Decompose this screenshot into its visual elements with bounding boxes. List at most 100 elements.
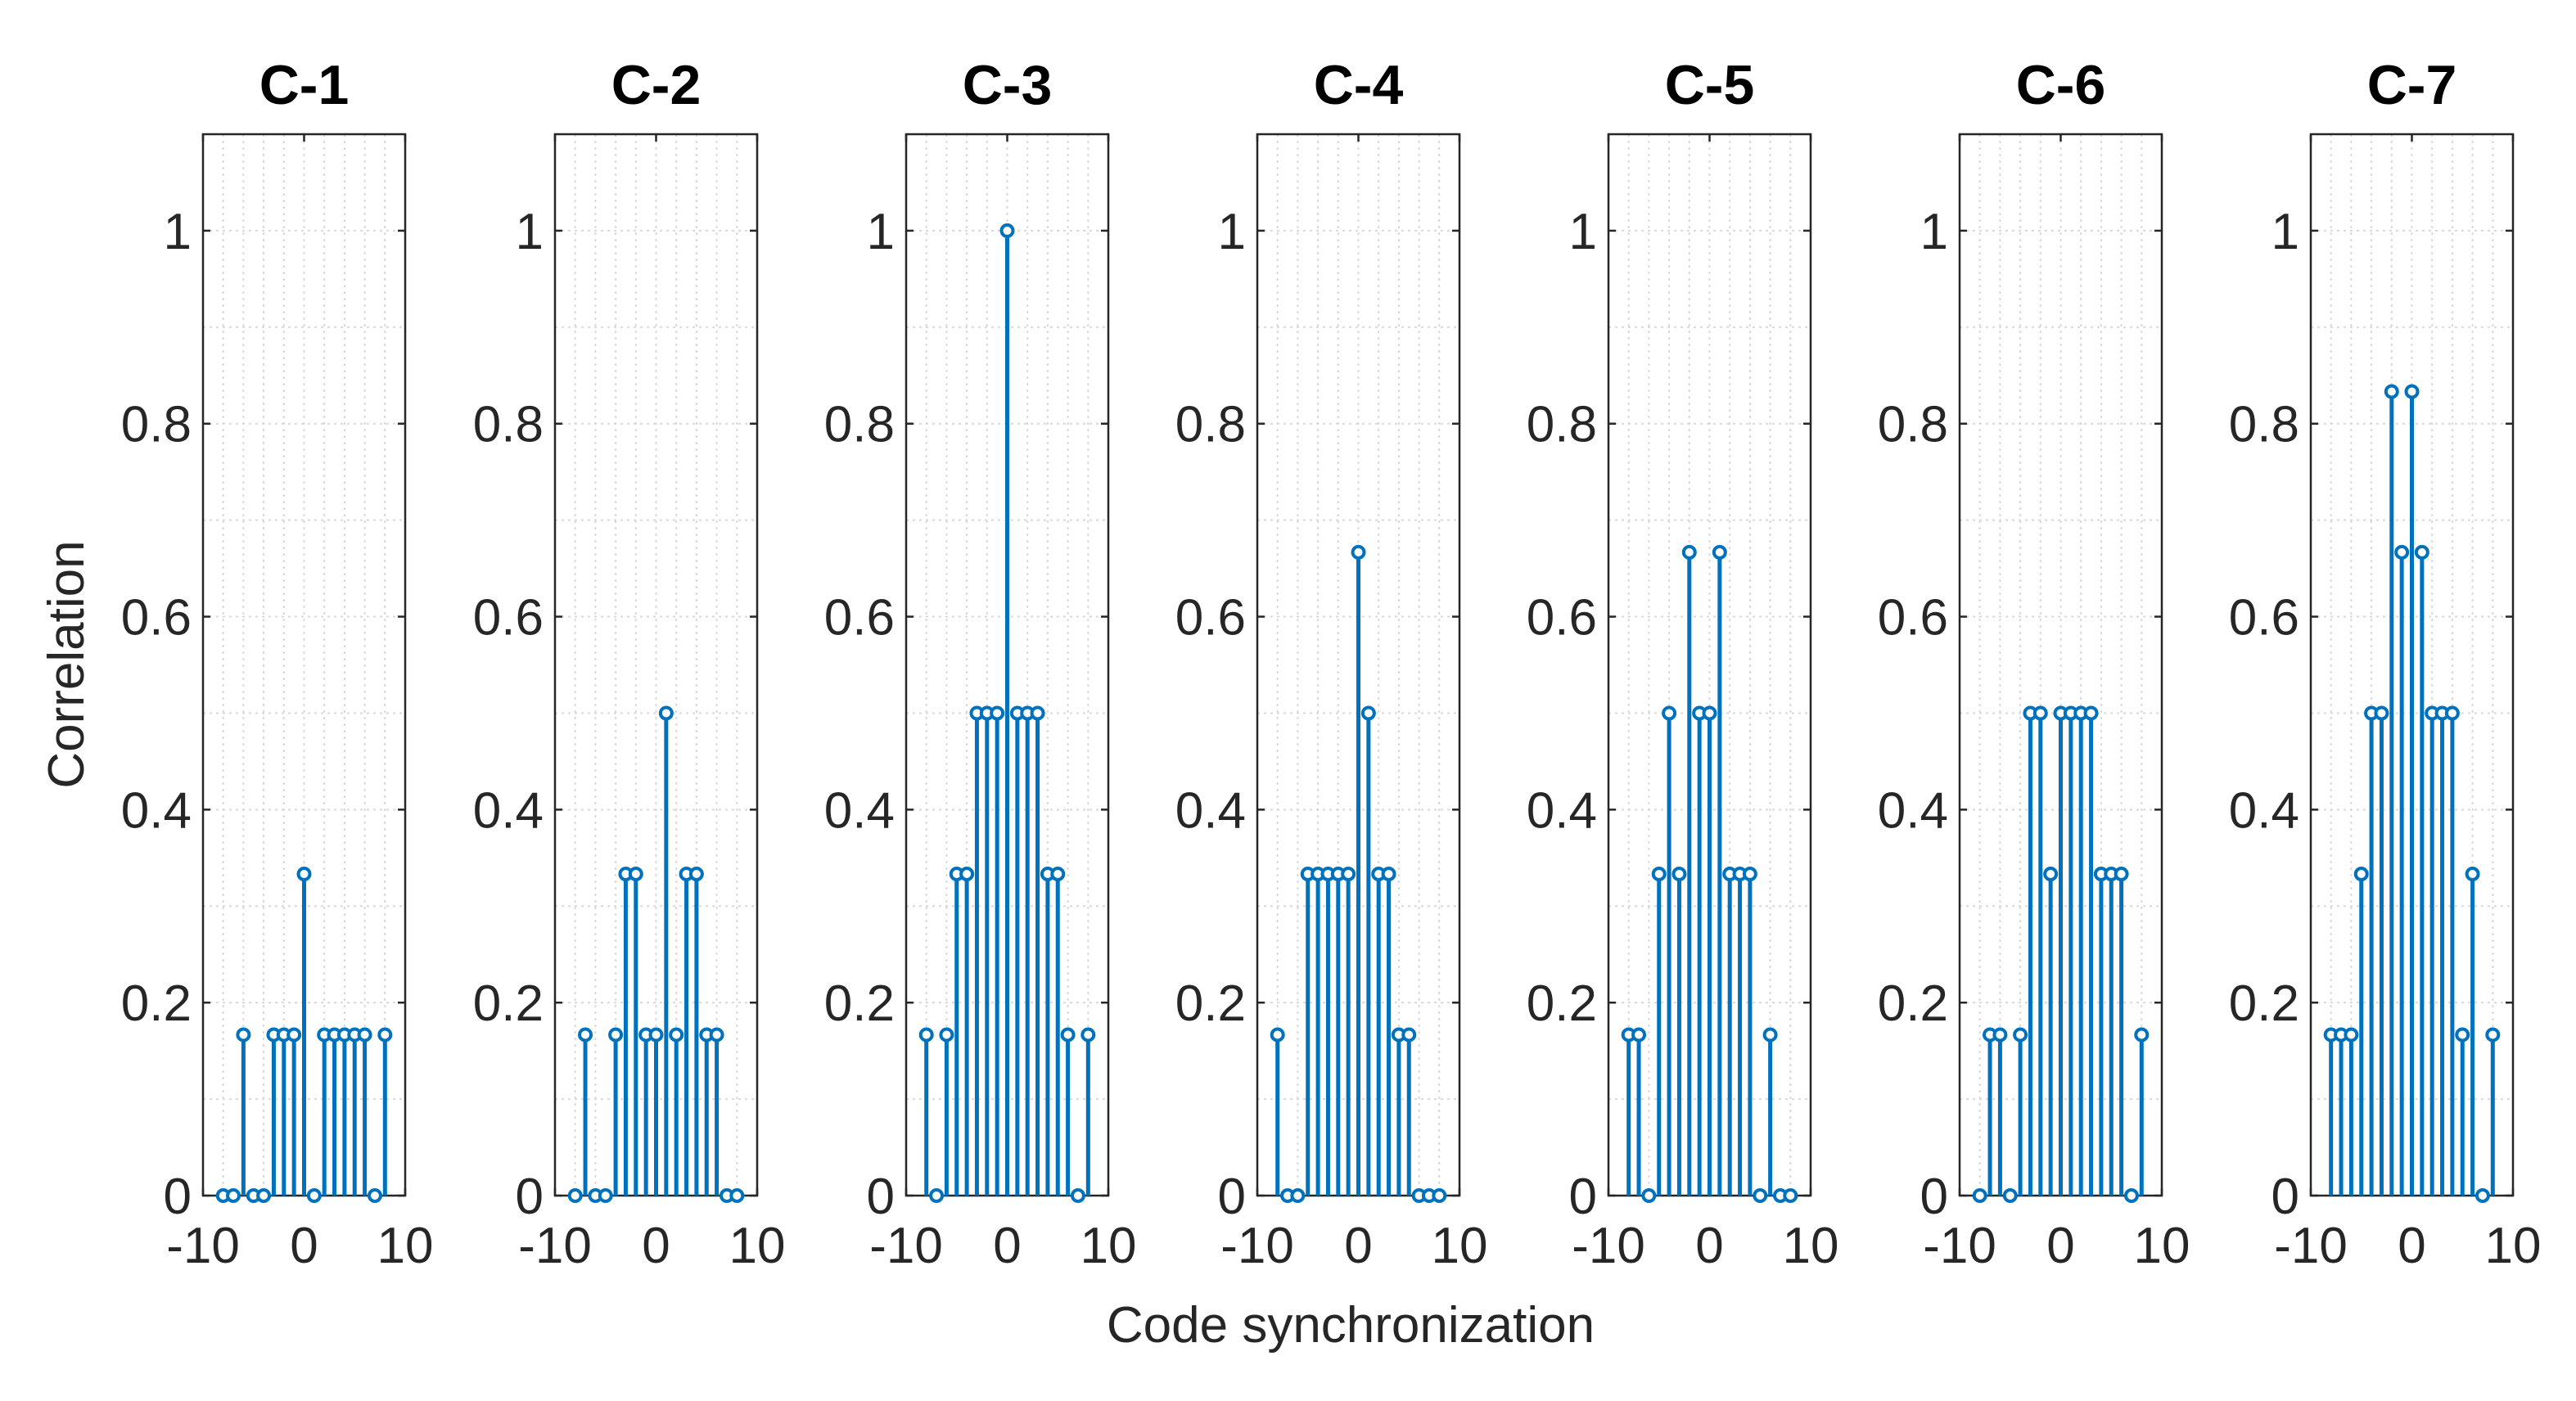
y-tick-label: 0.2 [1878,975,1948,1032]
x-tick-label: 0 [1695,1218,1723,1274]
stem-marker [1641,1188,1657,1203]
stem-marker [567,1188,583,1203]
panel-title: C-6 [2016,54,2106,116]
chart-panels: 00.20.40.60.81-10 0 10C-100.20.40.60.81-10… [121,54,2542,1274]
stem-marker [2455,1027,2470,1043]
y-tick-label: 0.6 [473,590,544,646]
panel-title: C-4 [1314,54,1404,116]
stem-marker [669,1027,684,1043]
y-tick-label: 0.8 [1527,397,1597,453]
x-tick-label: -10 [1923,1218,1996,1274]
stem-marker [1050,867,1066,882]
chart-panel-4: 00.20.40.60.81-10 0 10C-4 [1175,54,1488,1274]
stem-marker [918,1027,934,1043]
y-tick-label: 0.6 [121,590,192,646]
x-tick-label: 10 [1080,1218,1137,1274]
stem-marker [648,1027,664,1043]
stem-marker [1341,867,1356,882]
panel-title: C-2 [611,54,702,116]
stem-marker [256,1188,272,1203]
x-tick-label: 10 [1783,1218,1839,1274]
x-tick-label: 0 [290,1218,318,1274]
x-tick-label: 10 [729,1218,786,1274]
stem-marker [999,223,1015,238]
x-tick-label: -10 [518,1218,592,1274]
stem-marker [1972,1188,1987,1203]
y-tick-label: 1 [867,204,895,260]
stem-marker [709,1027,724,1043]
stem-marker [1432,1188,1447,1203]
y-tick-label: 0.2 [473,975,544,1032]
stem-marker [2114,867,2129,882]
y-tick-label: 0.4 [473,782,544,839]
panel-title: C-1 [259,54,350,116]
stem-marker [959,867,975,882]
stem-marker [2444,705,2460,721]
stem-marker [2485,1027,2501,1043]
y-tick-label: 0.8 [2229,397,2299,453]
x-tick-label: 0 [2398,1218,2425,1274]
chart-panel-1: 00.20.40.60.81-10 0 10C-1 [121,54,434,1274]
stem-marker [1753,1188,1768,1203]
x-tick-label: -10 [166,1218,240,1274]
stem-marker [1070,1188,1085,1203]
x-tick-label: -10 [1572,1218,1645,1274]
stem-marker [286,1027,302,1043]
stem-marker [1381,867,1396,882]
stem-marker [2465,867,2480,882]
x-tick-label: 10 [2134,1218,2190,1274]
x-axis-label: Code synchronization [1107,1297,1595,1354]
stem-marker [2414,544,2429,560]
y-tick-label: 0.8 [1175,397,1246,453]
x-tick-label: 0 [642,1218,670,1274]
stem-marker [729,1188,745,1203]
stem-marker [990,705,1005,721]
y-tick-label: 1 [1920,204,1948,260]
y-tick-label: 0.6 [1878,590,1948,646]
stem-marker [2404,384,2420,399]
chart-panel-3: 00.20.40.60.81-10 0 10C-3 [824,54,1137,1274]
stem-marker [929,1188,945,1203]
y-tick-label: 0.2 [2229,975,2299,1032]
stem-marker [1992,1027,2008,1043]
stem-marker [377,1027,393,1043]
stem-marker [1631,1027,1647,1043]
x-tick-label: -10 [869,1218,943,1274]
y-tick-label: 0.8 [1878,397,1948,453]
y-tick-label: 0 [2271,1169,2299,1225]
x-tick-label: 10 [2485,1218,2542,1274]
y-tick-label: 0.6 [824,590,895,646]
stem-marker [628,867,643,882]
stem-marker [1783,1188,1798,1203]
stem-marker [2394,544,2410,560]
y-tick-label: 0.6 [1175,590,1246,646]
stem-marker [367,1188,382,1203]
stem-marker [296,867,312,882]
y-tick-label: 0 [164,1169,192,1225]
stem-marker [2134,1027,2150,1043]
stem-marker [2374,705,2389,721]
stem-marker [1742,867,1757,882]
y-tick-label: 0.2 [1527,975,1597,1032]
y-tick-label: 0 [1218,1169,1246,1225]
stem-marker [2384,384,2399,399]
x-tick-label: 0 [2046,1218,2074,1274]
y-tick-label: 0.8 [473,397,544,453]
stem-marker [306,1188,322,1203]
stem-marker [1290,1188,1306,1203]
chart-panel-2: 00.20.40.60.81-10 0 10C-2 [473,54,786,1274]
y-tick-label: 0.8 [121,397,192,453]
x-tick-label: 0 [1344,1218,1372,1274]
y-tick-label: 0 [1569,1169,1597,1225]
stem-marker [2032,705,2048,721]
stem-marker [2353,867,2369,882]
stem-marker [1702,705,1717,721]
chart-panel-6: 00.20.40.60.81-10 0 10C-6 [1878,54,2190,1274]
y-tick-label: 0.4 [1878,782,1948,839]
y-tick-label: 0.4 [121,782,192,839]
y-tick-label: 1 [1569,204,1597,260]
stem-marker [226,1188,241,1203]
x-tick-label: -10 [1220,1218,1294,1274]
y-tick-label: 0.2 [121,975,192,1032]
